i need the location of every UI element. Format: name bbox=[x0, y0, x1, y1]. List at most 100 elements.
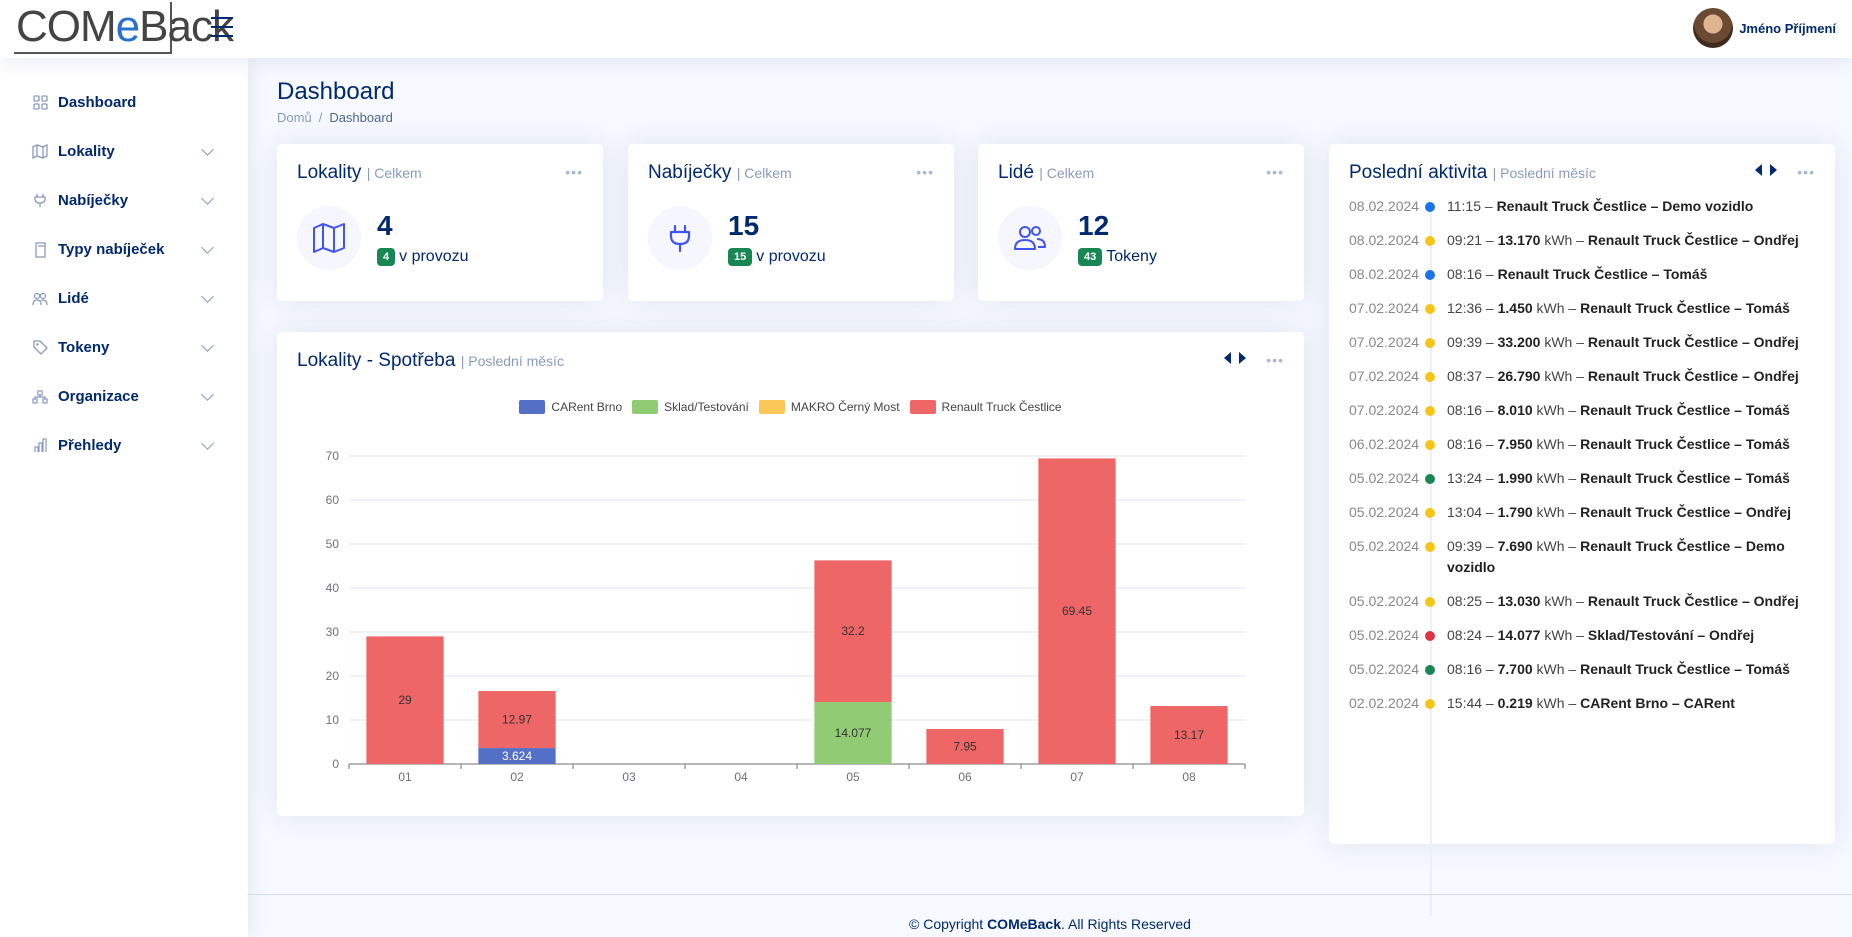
sidebar-item-lokality[interactable]: Lokality bbox=[0, 127, 248, 176]
legend-label: CARent Brno bbox=[551, 400, 623, 414]
status-dot-icon bbox=[1425, 372, 1435, 382]
legend-item[interactable]: MAKRO Černý Most bbox=[758, 400, 900, 414]
stat-value: 15 bbox=[728, 210, 760, 241]
prev-arrow-icon[interactable] bbox=[1224, 352, 1231, 364]
next-arrow-icon[interactable] bbox=[1239, 352, 1246, 364]
card-chart: Lokality - Spotřeba | Poslední měsíc •••… bbox=[277, 332, 1304, 816]
legend-label: Renault Truck Čestlice bbox=[941, 400, 1062, 414]
activity-date: 05.02.2024 bbox=[1349, 470, 1420, 486]
activity-date: 07.02.2024 bbox=[1349, 368, 1420, 384]
logo[interactable]: COMeBack bbox=[14, 2, 234, 54]
legend-label: Sklad/Testování bbox=[664, 400, 749, 414]
activity-text: 09:21 – 13.170 kWh – Renault Truck Čestl… bbox=[1447, 232, 1799, 248]
sidebar-item-label: Lidé bbox=[58, 290, 89, 307]
card-title: Nabíječky | Celkem bbox=[648, 162, 792, 183]
status-badge: 43 bbox=[1078, 248, 1103, 266]
sidebar-item-label: Tokeny bbox=[58, 339, 110, 356]
chevron-down-icon bbox=[201, 436, 214, 450]
y-tick-label: 40 bbox=[326, 581, 340, 595]
sidebar-item-organizace[interactable]: Organizace bbox=[0, 372, 248, 421]
x-tick-label: 01 bbox=[398, 770, 412, 784]
y-tick-label: 0 bbox=[332, 757, 339, 771]
stat-detail: 15 v provozu bbox=[728, 248, 826, 266]
activity-text: 13:04 – 1.790 kWh – Renault Truck Čestli… bbox=[1447, 504, 1791, 520]
bar-segment bbox=[814, 560, 892, 703]
activity-date: 05.02.2024 bbox=[1349, 504, 1420, 520]
sidebar: Dashboard Lokality Nabíječky Typy nabíječek… bbox=[0, 58, 248, 937]
activity-text: 08:25 – 13.030 kWh – Renault Truck Čestl… bbox=[1447, 593, 1799, 609]
activity-text: 08:16 – 8.010 kWh – Renault Truck Čestli… bbox=[1447, 402, 1790, 418]
status-badge: 4 bbox=[377, 248, 396, 266]
activity-item: 06.02.2024 08:16 – 7.950 kWh – Renault Tr… bbox=[1349, 434, 1819, 468]
legend-item[interactable]: Sklad/Testování bbox=[632, 400, 749, 414]
more-options-icon[interactable]: ••• bbox=[1266, 352, 1284, 368]
more-options-icon[interactable]: ••• bbox=[1797, 164, 1815, 180]
next-arrow-icon[interactable] bbox=[1770, 164, 1777, 176]
legend-swatch bbox=[632, 400, 659, 414]
activity-text: 11:15 – Renault Truck Čestlice – Demo vo… bbox=[1447, 198, 1754, 214]
chart-pager bbox=[1224, 352, 1246, 364]
y-tick-label: 20 bbox=[326, 669, 340, 683]
activity-item: 07.02.2024 12:36 – 1.450 kWh – Renault Tr… bbox=[1349, 298, 1819, 332]
activity-text: 09:39 – 7.690 kWh – Renault Truck Čestli… bbox=[1447, 538, 1785, 575]
activity-item: 02.02.2024 15:44 – 0.219 kWh – CARent Brn… bbox=[1349, 693, 1819, 727]
legend-swatch bbox=[519, 400, 546, 414]
activity-item: 07.02.2024 08:16 – 8.010 kWh – Renault Tr… bbox=[1349, 400, 1819, 434]
status-dot-icon bbox=[1425, 542, 1435, 552]
x-tick-label: 02 bbox=[510, 770, 524, 784]
chevron-down-icon bbox=[201, 142, 214, 156]
sidebar-item-typy-nabíječek[interactable]: Typy nabíječek bbox=[0, 225, 248, 274]
chevron-down-icon bbox=[201, 240, 214, 254]
avatar bbox=[1693, 8, 1734, 48]
more-options-icon[interactable]: ••• bbox=[1266, 164, 1284, 180]
activity-pager bbox=[1755, 164, 1777, 176]
activity-date: 08.02.2024 bbox=[1349, 198, 1420, 214]
user-profile[interactable]: Jméno Příjmení bbox=[1693, 8, 1836, 48]
x-tick-label: 06 bbox=[958, 770, 972, 784]
more-options-icon[interactable]: ••• bbox=[916, 164, 934, 180]
breadcrumb-home[interactable]: Domů bbox=[277, 110, 312, 125]
activity-item: 05.02.2024 09:39 – 7.690 kWh – Renault Tr… bbox=[1349, 536, 1819, 591]
activity-text: 08:16 – Renault Truck Čestlice – Tomáš bbox=[1447, 266, 1708, 282]
sidebar-item-label: Typy nabíječek bbox=[58, 241, 165, 258]
legend-item[interactable]: Renault Truck Čestlice bbox=[909, 400, 1062, 414]
prev-arrow-icon[interactable] bbox=[1755, 164, 1762, 176]
sidebar-item-label: Lokality bbox=[58, 143, 115, 160]
diagram-icon bbox=[32, 389, 48, 405]
y-tick-label: 10 bbox=[326, 713, 340, 727]
status-dot-icon bbox=[1425, 236, 1435, 246]
document-icon bbox=[32, 241, 48, 258]
data-label: 29 bbox=[398, 693, 412, 707]
legend-swatch bbox=[758, 400, 785, 414]
activity-date: 05.02.2024 bbox=[1349, 627, 1420, 643]
status-dot-icon bbox=[1425, 597, 1435, 607]
map-icon bbox=[297, 206, 361, 270]
footer: © Copyright COMeBack. All Rights Reserve… bbox=[248, 894, 1852, 932]
sidebar-item-tokeny[interactable]: Tokeny bbox=[0, 323, 248, 372]
activity-item: 05.02.2024 08:16 – 7.700 kWh – Renault Tr… bbox=[1349, 659, 1819, 693]
chevron-down-icon bbox=[201, 191, 214, 205]
sidebar-item-lidé[interactable]: Lidé bbox=[0, 274, 248, 323]
sidebar-item-dashboard[interactable]: Dashboard bbox=[0, 78, 248, 127]
activity-text: 12:36 – 1.450 kWh – Renault Truck Čestli… bbox=[1447, 300, 1790, 316]
legend-label: MAKRO Černý Most bbox=[790, 400, 900, 414]
sidebar-item-label: Dashboard bbox=[58, 94, 137, 111]
stat-value: 12 bbox=[1078, 210, 1110, 241]
legend-item[interactable]: CARent Brno bbox=[519, 400, 622, 414]
menu-toggle-icon[interactable] bbox=[211, 17, 235, 39]
grid-icon bbox=[32, 95, 48, 111]
chevron-down-icon bbox=[201, 289, 214, 303]
activity-text: 08:16 – 7.700 kWh – Renault Truck Čestli… bbox=[1447, 661, 1790, 677]
sidebar-item-nabíječky[interactable]: Nabíječky bbox=[0, 176, 248, 225]
activity-text: 13:24 – 1.990 kWh – Renault Truck Čestli… bbox=[1447, 470, 1790, 486]
activity-text: 15:44 – 0.219 kWh – CARent Brno – CARent bbox=[1447, 695, 1735, 711]
sidebar-item-přehledy[interactable]: Přehledy bbox=[0, 421, 248, 470]
card-lide: Lidé | Celkem ••• 12 43 Tokeny bbox=[978, 144, 1304, 301]
tag-icon bbox=[32, 340, 48, 356]
bar-segment bbox=[1150, 706, 1228, 764]
sidebar-item-label: Nabíječky bbox=[58, 192, 129, 209]
data-label: 7.95 bbox=[953, 740, 977, 754]
more-options-icon[interactable]: ••• bbox=[565, 164, 583, 180]
stat-detail: 43 Tokeny bbox=[1078, 248, 1157, 266]
